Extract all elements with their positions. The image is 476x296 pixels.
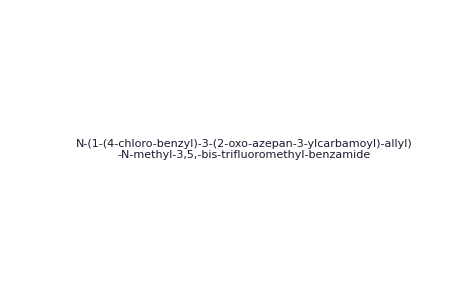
Text: N-(1-(4-chloro-benzyl)-3-(2-oxo-azepan-3-ylcarbamoyl)-allyl)
-N-methyl-3,5,-bis-: N-(1-(4-chloro-benzyl)-3-(2-oxo-azepan-3… — [76, 139, 412, 160]
